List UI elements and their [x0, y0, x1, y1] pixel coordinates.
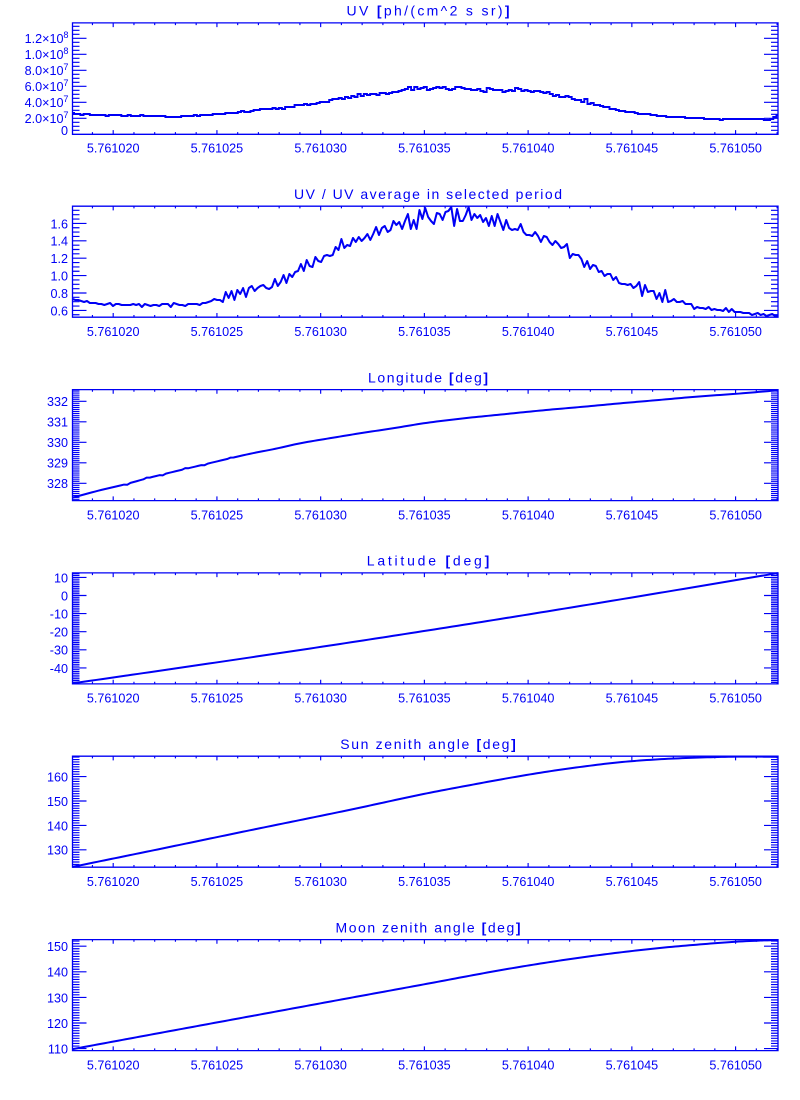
svg-text:5.761045: 5.761045: [606, 142, 659, 156]
svg-text:5.761030: 5.761030: [294, 325, 347, 339]
svg-text:328: 328: [47, 477, 68, 491]
svg-text:Sun zenith angle [deg]: Sun zenith angle [deg]: [340, 736, 516, 752]
svg-text:5.761035: 5.761035: [398, 1058, 451, 1072]
svg-text:UV / UV average in selected pe: UV / UV average in selected period: [294, 186, 562, 202]
svg-text:1.2×10: 1.2×10: [25, 32, 64, 46]
svg-text:150: 150: [47, 795, 68, 809]
svg-text:5.761045: 5.761045: [606, 692, 659, 706]
svg-text:-20: -20: [50, 626, 68, 640]
svg-text:4.0×10: 4.0×10: [25, 96, 64, 110]
svg-text:0.6: 0.6: [50, 304, 68, 318]
svg-text:332: 332: [47, 395, 68, 409]
svg-text:5.761040: 5.761040: [502, 692, 555, 706]
svg-text:5.761030: 5.761030: [294, 692, 347, 706]
svg-text:5.761030: 5.761030: [294, 508, 347, 522]
svg-text:1.0×10: 1.0×10: [25, 48, 64, 62]
svg-text:0: 0: [61, 589, 68, 603]
svg-text:5.761035: 5.761035: [398, 508, 451, 522]
svg-text:160: 160: [47, 771, 68, 785]
svg-text:1.4: 1.4: [50, 235, 68, 249]
svg-text:1.2: 1.2: [50, 252, 68, 266]
svg-text:329: 329: [47, 457, 68, 471]
svg-text:5.761025: 5.761025: [191, 875, 244, 889]
svg-text:5.761025: 5.761025: [191, 142, 244, 156]
svg-text:5.761025: 5.761025: [191, 508, 244, 522]
svg-text:5.761035: 5.761035: [398, 692, 451, 706]
svg-text:5.761045: 5.761045: [606, 325, 659, 339]
svg-text:130: 130: [47, 991, 68, 1005]
svg-text:5.761045: 5.761045: [606, 875, 659, 889]
svg-text:5.761030: 5.761030: [294, 142, 347, 156]
svg-text:130: 130: [47, 844, 68, 858]
svg-text:7: 7: [63, 94, 68, 104]
svg-text:150: 150: [47, 940, 68, 954]
svg-text:5.761020: 5.761020: [87, 875, 140, 889]
svg-text:5.761020: 5.761020: [87, 508, 140, 522]
svg-text:5.761020: 5.761020: [87, 142, 140, 156]
svg-text:5.761040: 5.761040: [502, 142, 555, 156]
svg-text:-10: -10: [50, 608, 68, 622]
svg-text:5.761020: 5.761020: [87, 325, 140, 339]
svg-text:120: 120: [47, 1017, 68, 1031]
svg-text:6.0×10: 6.0×10: [25, 80, 64, 94]
svg-text:5.761050: 5.761050: [709, 142, 762, 156]
svg-text:-40: -40: [50, 662, 68, 676]
svg-text:UV [ph/(cm^2 s sr)]: UV [ph/(cm^2 s sr)]: [347, 3, 510, 19]
svg-text:1.0: 1.0: [50, 270, 68, 284]
svg-text:8: 8: [63, 30, 68, 40]
svg-text:10: 10: [54, 571, 68, 585]
svg-text:5.761035: 5.761035: [398, 875, 451, 889]
svg-text:8.0×10: 8.0×10: [25, 64, 64, 78]
svg-text:5.761025: 5.761025: [191, 1058, 244, 1072]
svg-text:7: 7: [63, 78, 68, 88]
svg-text:Latitude [deg]: Latitude [deg]: [367, 553, 490, 569]
svg-text:330: 330: [47, 436, 68, 450]
svg-text:Longitude [deg]: Longitude [deg]: [368, 369, 488, 385]
svg-text:0: 0: [61, 124, 68, 138]
svg-text:110: 110: [48, 1043, 68, 1057]
svg-text:1.6: 1.6: [50, 217, 68, 231]
svg-text:5.761020: 5.761020: [87, 692, 140, 706]
svg-text:5.761050: 5.761050: [709, 325, 762, 339]
svg-text:0.8: 0.8: [50, 287, 68, 301]
svg-text:5.761040: 5.761040: [502, 325, 555, 339]
svg-text:140: 140: [47, 966, 68, 980]
svg-text:5.761050: 5.761050: [709, 508, 762, 522]
svg-text:5.761025: 5.761025: [191, 325, 244, 339]
svg-text:2.0×10: 2.0×10: [25, 112, 64, 126]
svg-text:5.761045: 5.761045: [606, 508, 659, 522]
svg-text:5.761050: 5.761050: [709, 875, 762, 889]
svg-text:5.761035: 5.761035: [398, 142, 451, 156]
svg-text:5.761030: 5.761030: [294, 1058, 347, 1072]
svg-text:Moon zenith angle [deg]: Moon zenith angle [deg]: [336, 919, 521, 935]
svg-text:5.761040: 5.761040: [502, 875, 555, 889]
svg-text:7: 7: [63, 110, 68, 120]
svg-text:5.761040: 5.761040: [502, 1058, 555, 1072]
svg-text:8: 8: [63, 46, 68, 56]
svg-text:140: 140: [47, 819, 68, 833]
svg-text:7: 7: [63, 62, 68, 72]
svg-text:5.761040: 5.761040: [502, 508, 555, 522]
svg-text:-30: -30: [50, 644, 68, 658]
svg-text:5.761020: 5.761020: [87, 1058, 140, 1072]
svg-text:5.761050: 5.761050: [709, 692, 762, 706]
svg-text:5.761025: 5.761025: [191, 692, 244, 706]
svg-text:331: 331: [47, 416, 68, 430]
svg-text:5.761035: 5.761035: [398, 325, 451, 339]
svg-text:5.761045: 5.761045: [606, 1058, 659, 1072]
svg-text:5.761050: 5.761050: [709, 1058, 762, 1072]
svg-text:5.761030: 5.761030: [294, 875, 347, 889]
